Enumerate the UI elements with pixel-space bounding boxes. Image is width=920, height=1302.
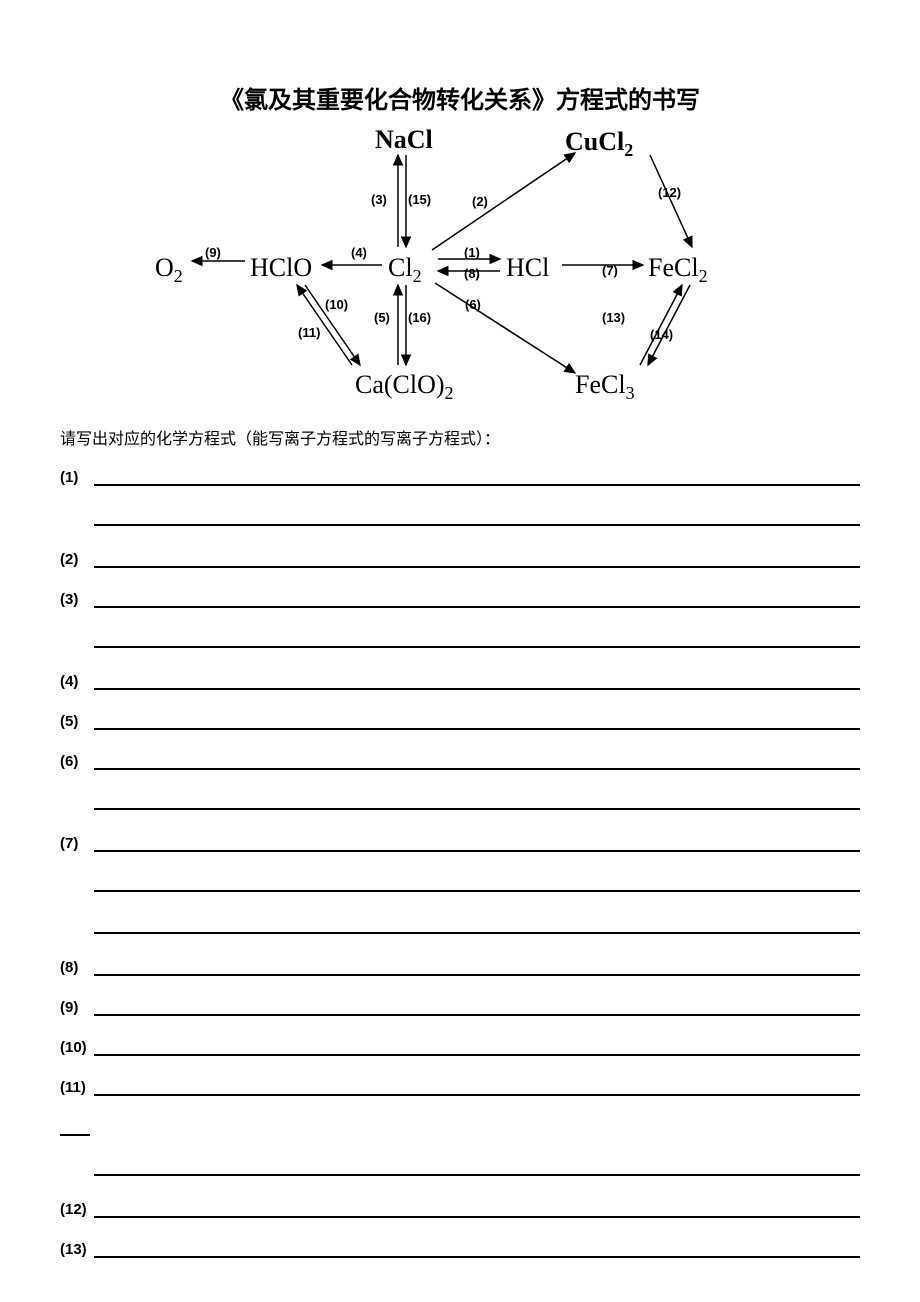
edge-label-6: (6) (465, 297, 481, 312)
edge-label-12: (12) (658, 185, 681, 200)
edge-label-9: (9) (205, 245, 221, 260)
answer-row: (6) (60, 748, 860, 770)
answer-blank (94, 870, 860, 892)
edge-label-2: (2) (472, 194, 488, 209)
node-fecl3: FeCl3 (575, 370, 635, 404)
answer-blank (94, 994, 860, 1016)
answer-row: (8) (60, 954, 860, 976)
node-fecl2: FeCl2 (648, 253, 708, 287)
answer-blank (94, 1236, 860, 1258)
answer-label: (8) (60, 959, 94, 976)
answer-blank (94, 464, 860, 486)
node-hcl: HCl (506, 253, 549, 283)
answer-blank (94, 1074, 860, 1096)
answer-label: (3) (60, 591, 94, 608)
edge-label-13: (13) (602, 310, 625, 325)
answer-lines-container: (1) (2) (3) (4) (5) (6) (7) (8) (9) (10) (11) (12) (… (60, 464, 860, 1258)
answer-row-continuation (60, 912, 860, 934)
node-cl2: Cl2 (388, 253, 422, 287)
edge-label-8: (8) (464, 266, 480, 281)
node-o2: O2 (155, 253, 183, 287)
node-cucl2: CuCl2 (565, 127, 633, 161)
edge-label-10: (10) (325, 297, 348, 312)
answer-row-continuation (60, 626, 860, 648)
answer-blank (94, 504, 860, 526)
answer-blank (94, 586, 860, 608)
edge-label-14: (14) (650, 327, 673, 342)
answer-blank (94, 1154, 860, 1176)
answer-row-continuation (60, 788, 860, 810)
edge-label-15: (15) (408, 192, 431, 207)
answer-row: (3) (60, 586, 860, 608)
answer-label: (11) (60, 1079, 94, 1096)
answer-blank (94, 830, 860, 852)
answer-row: (13) (60, 1236, 860, 1258)
answer-label: (4) (60, 673, 94, 690)
edge-label-11: (11) (298, 325, 320, 340)
answer-row: (12) (60, 1196, 860, 1218)
answer-blank (94, 748, 860, 770)
edge-label-7: (7) (602, 263, 618, 278)
answer-blank (94, 912, 860, 934)
answer-label: (5) (60, 713, 94, 730)
answer-blank (94, 788, 860, 810)
answer-label: (2) (60, 551, 94, 568)
edge-label-3: (3) (371, 192, 387, 207)
answer-blank (94, 954, 860, 976)
answer-blank (94, 546, 860, 568)
answer-row-continuation (60, 504, 860, 526)
node-hclo: HClO (250, 253, 312, 283)
answer-label: (1) (60, 469, 94, 486)
edge-label-4: (4) (351, 245, 367, 260)
answer-label: (7) (60, 835, 94, 852)
conversion-diagram: O2 HClO NaCl Cl2 HCl CuCl2 FeCl2 Ca(ClO)… (150, 125, 770, 405)
answer-row: (10) (60, 1034, 860, 1056)
answer-row-continuation (60, 1154, 860, 1176)
answer-label: (6) (60, 753, 94, 770)
answer-row: (1) (60, 464, 860, 486)
answer-label: (10) (60, 1039, 94, 1056)
answer-row: (2) (60, 546, 860, 568)
node-caclo2: Ca(ClO)2 (355, 370, 454, 404)
page-title: 《氯及其重要化合物转化关系》方程式的书写 (60, 80, 860, 115)
answer-blank (94, 1034, 860, 1056)
answer-row: (5) (60, 708, 860, 730)
answer-label: (9) (60, 999, 94, 1016)
answer-blank (94, 668, 860, 690)
dash-prefix (60, 1114, 90, 1136)
answer-blank (94, 626, 860, 648)
answer-blank (94, 708, 860, 730)
edge-label-1: (1) (464, 245, 480, 260)
answer-row: (4) (60, 668, 860, 690)
edge-label-16: (16) (408, 310, 431, 325)
answer-row: (7) (60, 830, 860, 852)
answer-row-continuation (60, 870, 860, 892)
answer-blank (94, 1196, 860, 1218)
answer-label: (12) (60, 1201, 94, 1218)
answer-row: (9) (60, 994, 860, 1016)
node-nacl: NaCl (375, 125, 433, 155)
edge-label-5: (5) (374, 310, 390, 325)
answer-row: (11) (60, 1074, 860, 1096)
answer-label: (13) (60, 1241, 94, 1258)
instruction-text: 请写出对应的化学方程式（能写离子方程式的写离子方程式）： (60, 425, 860, 449)
